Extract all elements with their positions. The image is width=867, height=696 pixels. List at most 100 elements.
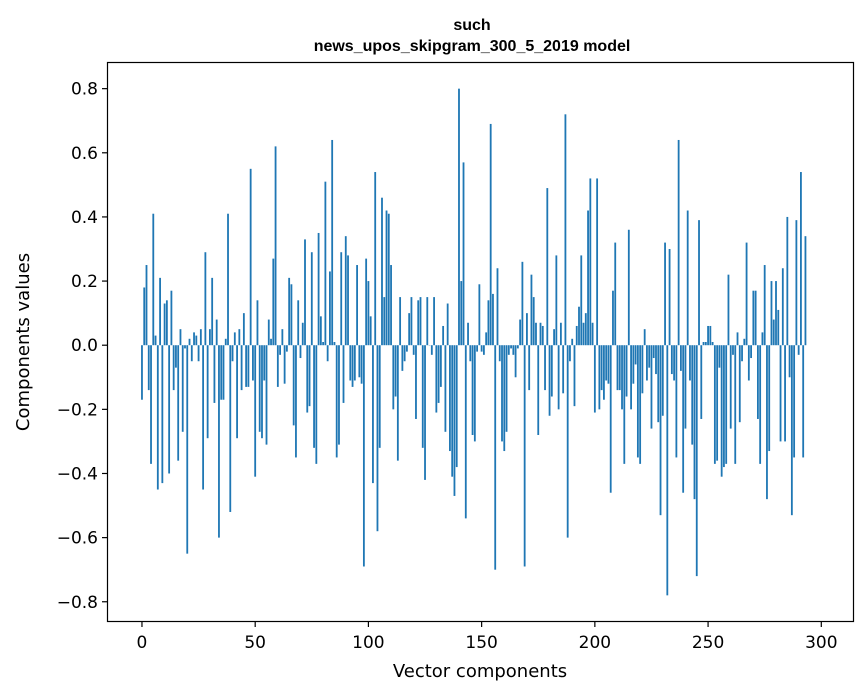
- y-tick-label: 0.4: [71, 208, 98, 228]
- bar-94: [353, 345, 356, 381]
- bar-253: [713, 345, 716, 464]
- bar-91: [347, 255, 349, 346]
- bar-46: [245, 345, 248, 387]
- bar-41: [233, 332, 236, 346]
- bar-107: [383, 297, 386, 346]
- bar-121: [415, 345, 417, 419]
- bar-120: [412, 345, 415, 355]
- bar-34: [218, 345, 220, 538]
- bar-5: [152, 213, 155, 346]
- bar-248: [702, 342, 705, 346]
- bar-67: [292, 345, 295, 426]
- bar-285: [786, 216, 789, 346]
- bar-261: [732, 345, 734, 355]
- bar-95: [356, 265, 358, 346]
- bar-109: [387, 213, 390, 346]
- bar-175: [537, 345, 540, 435]
- bar-10: [163, 303, 166, 346]
- y-tick-label: 0.0: [71, 336, 98, 356]
- bar-284: [784, 345, 786, 442]
- bar-150: [480, 345, 483, 352]
- bar-82: [326, 345, 329, 362]
- bar-57: [270, 338, 272, 346]
- bar-174: [535, 322, 537, 346]
- bar-221: [641, 345, 644, 394]
- bar-68: [295, 345, 297, 458]
- bar-70: [299, 345, 302, 359]
- bar-6: [154, 335, 157, 346]
- bar-217: [632, 345, 635, 384]
- bar-247: [700, 345, 703, 419]
- bar-277: [768, 345, 771, 452]
- bar-23: [193, 332, 195, 346]
- bar-213: [623, 345, 626, 464]
- bar-14: [172, 345, 175, 391]
- x-axis-ticks: 0 50 100 150 200 250 300: [137, 621, 838, 653]
- bar-20: [186, 345, 189, 554]
- bar-11: [165, 300, 168, 346]
- bar-73: [306, 345, 309, 413]
- bar-145: [469, 345, 472, 362]
- bar-78: [317, 232, 320, 346]
- bar-167: [519, 319, 522, 346]
- bar-77: [315, 345, 318, 464]
- bar-144: [467, 322, 469, 346]
- bar-36: [222, 345, 225, 400]
- bar-262: [734, 345, 737, 464]
- x-tick-label: 50: [244, 633, 266, 653]
- bar-99: [365, 258, 368, 346]
- bar-250: [707, 325, 709, 346]
- bar-256: [720, 345, 723, 477]
- bar-202: [598, 345, 601, 410]
- bar-257: [723, 345, 725, 468]
- bar-45: [242, 313, 245, 346]
- bars-group: [141, 88, 807, 596]
- bar-218: [634, 345, 637, 365]
- bar-281: [777, 309, 780, 346]
- bar-212: [621, 345, 623, 410]
- bar-96: [358, 345, 361, 378]
- bar-53: [261, 345, 263, 439]
- bar-15: [175, 345, 177, 368]
- y-tick-label: −0.2: [57, 400, 98, 420]
- bar-44: [240, 345, 243, 391]
- bar-92: [349, 345, 352, 381]
- bar-243: [691, 345, 694, 445]
- bar-233: [668, 249, 671, 346]
- bar-164: [512, 345, 515, 355]
- bar-104: [376, 345, 379, 532]
- bar-292: [802, 345, 805, 458]
- bar-188: [566, 345, 569, 538]
- bar-113: [396, 345, 399, 461]
- bar-3: [147, 345, 150, 391]
- bar-151: [482, 345, 485, 355]
- bar-63: [283, 345, 286, 384]
- bar-244: [693, 345, 696, 500]
- bar-203: [600, 345, 603, 391]
- bar-291: [800, 172, 802, 346]
- bar-58: [272, 258, 275, 346]
- bar-37: [224, 338, 227, 346]
- bar-133: [442, 325, 445, 346]
- bar-72: [304, 239, 306, 346]
- bar-205: [605, 345, 608, 381]
- y-tick-label: −0.4: [57, 464, 98, 484]
- bar-204: [603, 345, 605, 400]
- bar-50: [254, 345, 257, 477]
- bar-187: [564, 114, 567, 346]
- bar-12: [168, 345, 171, 474]
- bar-26: [199, 329, 202, 346]
- bar-149: [478, 284, 481, 346]
- bar-28: [204, 252, 207, 346]
- y-tick-label: 0.8: [71, 80, 98, 100]
- bar-35: [220, 345, 223, 400]
- bar-108: [385, 210, 388, 346]
- chart-title-line-2: news_upos_skipgram_300_5_2019 model: [314, 38, 631, 55]
- bar-275: [763, 265, 766, 346]
- bar-90: [344, 236, 347, 346]
- bar-271: [754, 290, 757, 346]
- bar-162: [507, 345, 510, 355]
- bar-135: [446, 303, 449, 346]
- bar-283: [781, 268, 784, 346]
